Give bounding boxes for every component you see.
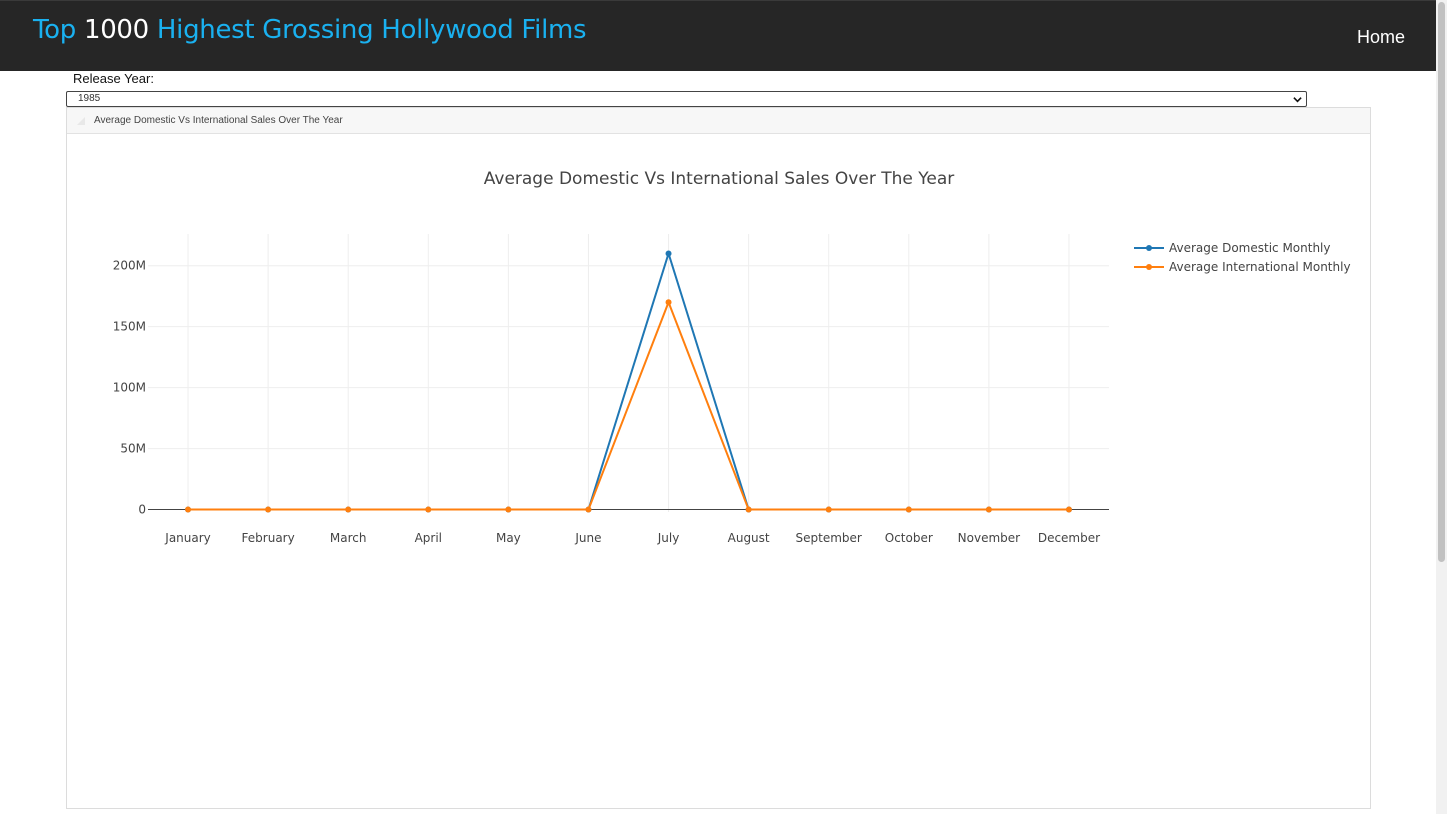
legend-marker [1146,264,1152,270]
brand-number: 1000 [83,15,149,45]
x-tick-label: May [496,531,521,545]
scrollbar-thumb[interactable] [1438,2,1445,562]
page-scrollbar[interactable] [1436,0,1447,814]
x-tick-label: April [415,531,442,545]
legend-label: Average Domestic Monthly [1169,241,1331,255]
card-header-title: Average Domestic Vs International Sales … [94,115,343,126]
selected-year-value: 1985 [78,93,101,104]
x-tick-label: January [164,531,211,545]
top-navbar: Top 1000 Highest Grossing Hollywood Film… [0,0,1436,71]
x-tick-label: August [728,531,770,545]
data-point [1065,506,1072,513]
x-tick-label: October [885,531,933,545]
y-tick-label: 150M [113,320,146,334]
data-point [425,506,432,513]
data-point [585,506,592,513]
data-point [985,506,992,513]
release-year-label: Release Year: [73,71,154,86]
series-line-1 [188,301,1069,511]
legend-label: Average International Monthly [1169,260,1351,274]
x-tick-label: February [242,531,295,545]
x-tick-label: November [958,531,1020,545]
data-point [905,506,912,513]
card-header: Average Domestic Vs International Sales … [67,108,1370,134]
sales-line-chart[interactable]: Average Domestic Vs International Sales … [67,134,1370,808]
chart-card: Average Domestic Vs International Sales … [66,107,1371,809]
y-tick-label: 0 [138,503,146,517]
chevron-down-icon [1293,97,1302,103]
release-year-select[interactable]: 1985 [66,91,1307,107]
series-line-0 [188,252,1069,511]
data-point [345,506,352,513]
brand-word-top: Top [33,15,76,45]
x-tick-label: June [574,531,601,545]
chart-title: Average Domestic Vs International Sales … [484,169,954,189]
data-point [265,506,272,513]
x-tick-label: September [796,531,862,545]
data-point [665,250,672,257]
y-tick-label: 50M [120,442,146,456]
x-tick-label: July [657,531,680,545]
data-point [665,299,672,306]
brand-title: Highest Grossing Hollywood Films [156,15,587,45]
data-point [505,506,512,513]
home-link[interactable]: Home [1356,27,1405,47]
legend-marker [1146,245,1152,251]
x-tick-label: March [330,531,367,545]
y-tick-label: 200M [113,259,146,273]
y-tick-label: 100M [113,381,146,395]
site-brand[interactable]: Top 1000 Highest Grossing Hollywood Film… [33,13,587,47]
data-point [745,506,752,513]
data-point [185,506,192,513]
x-tick-label: December [1038,531,1100,545]
data-point [825,506,832,513]
broken-image-icon [77,117,85,125]
